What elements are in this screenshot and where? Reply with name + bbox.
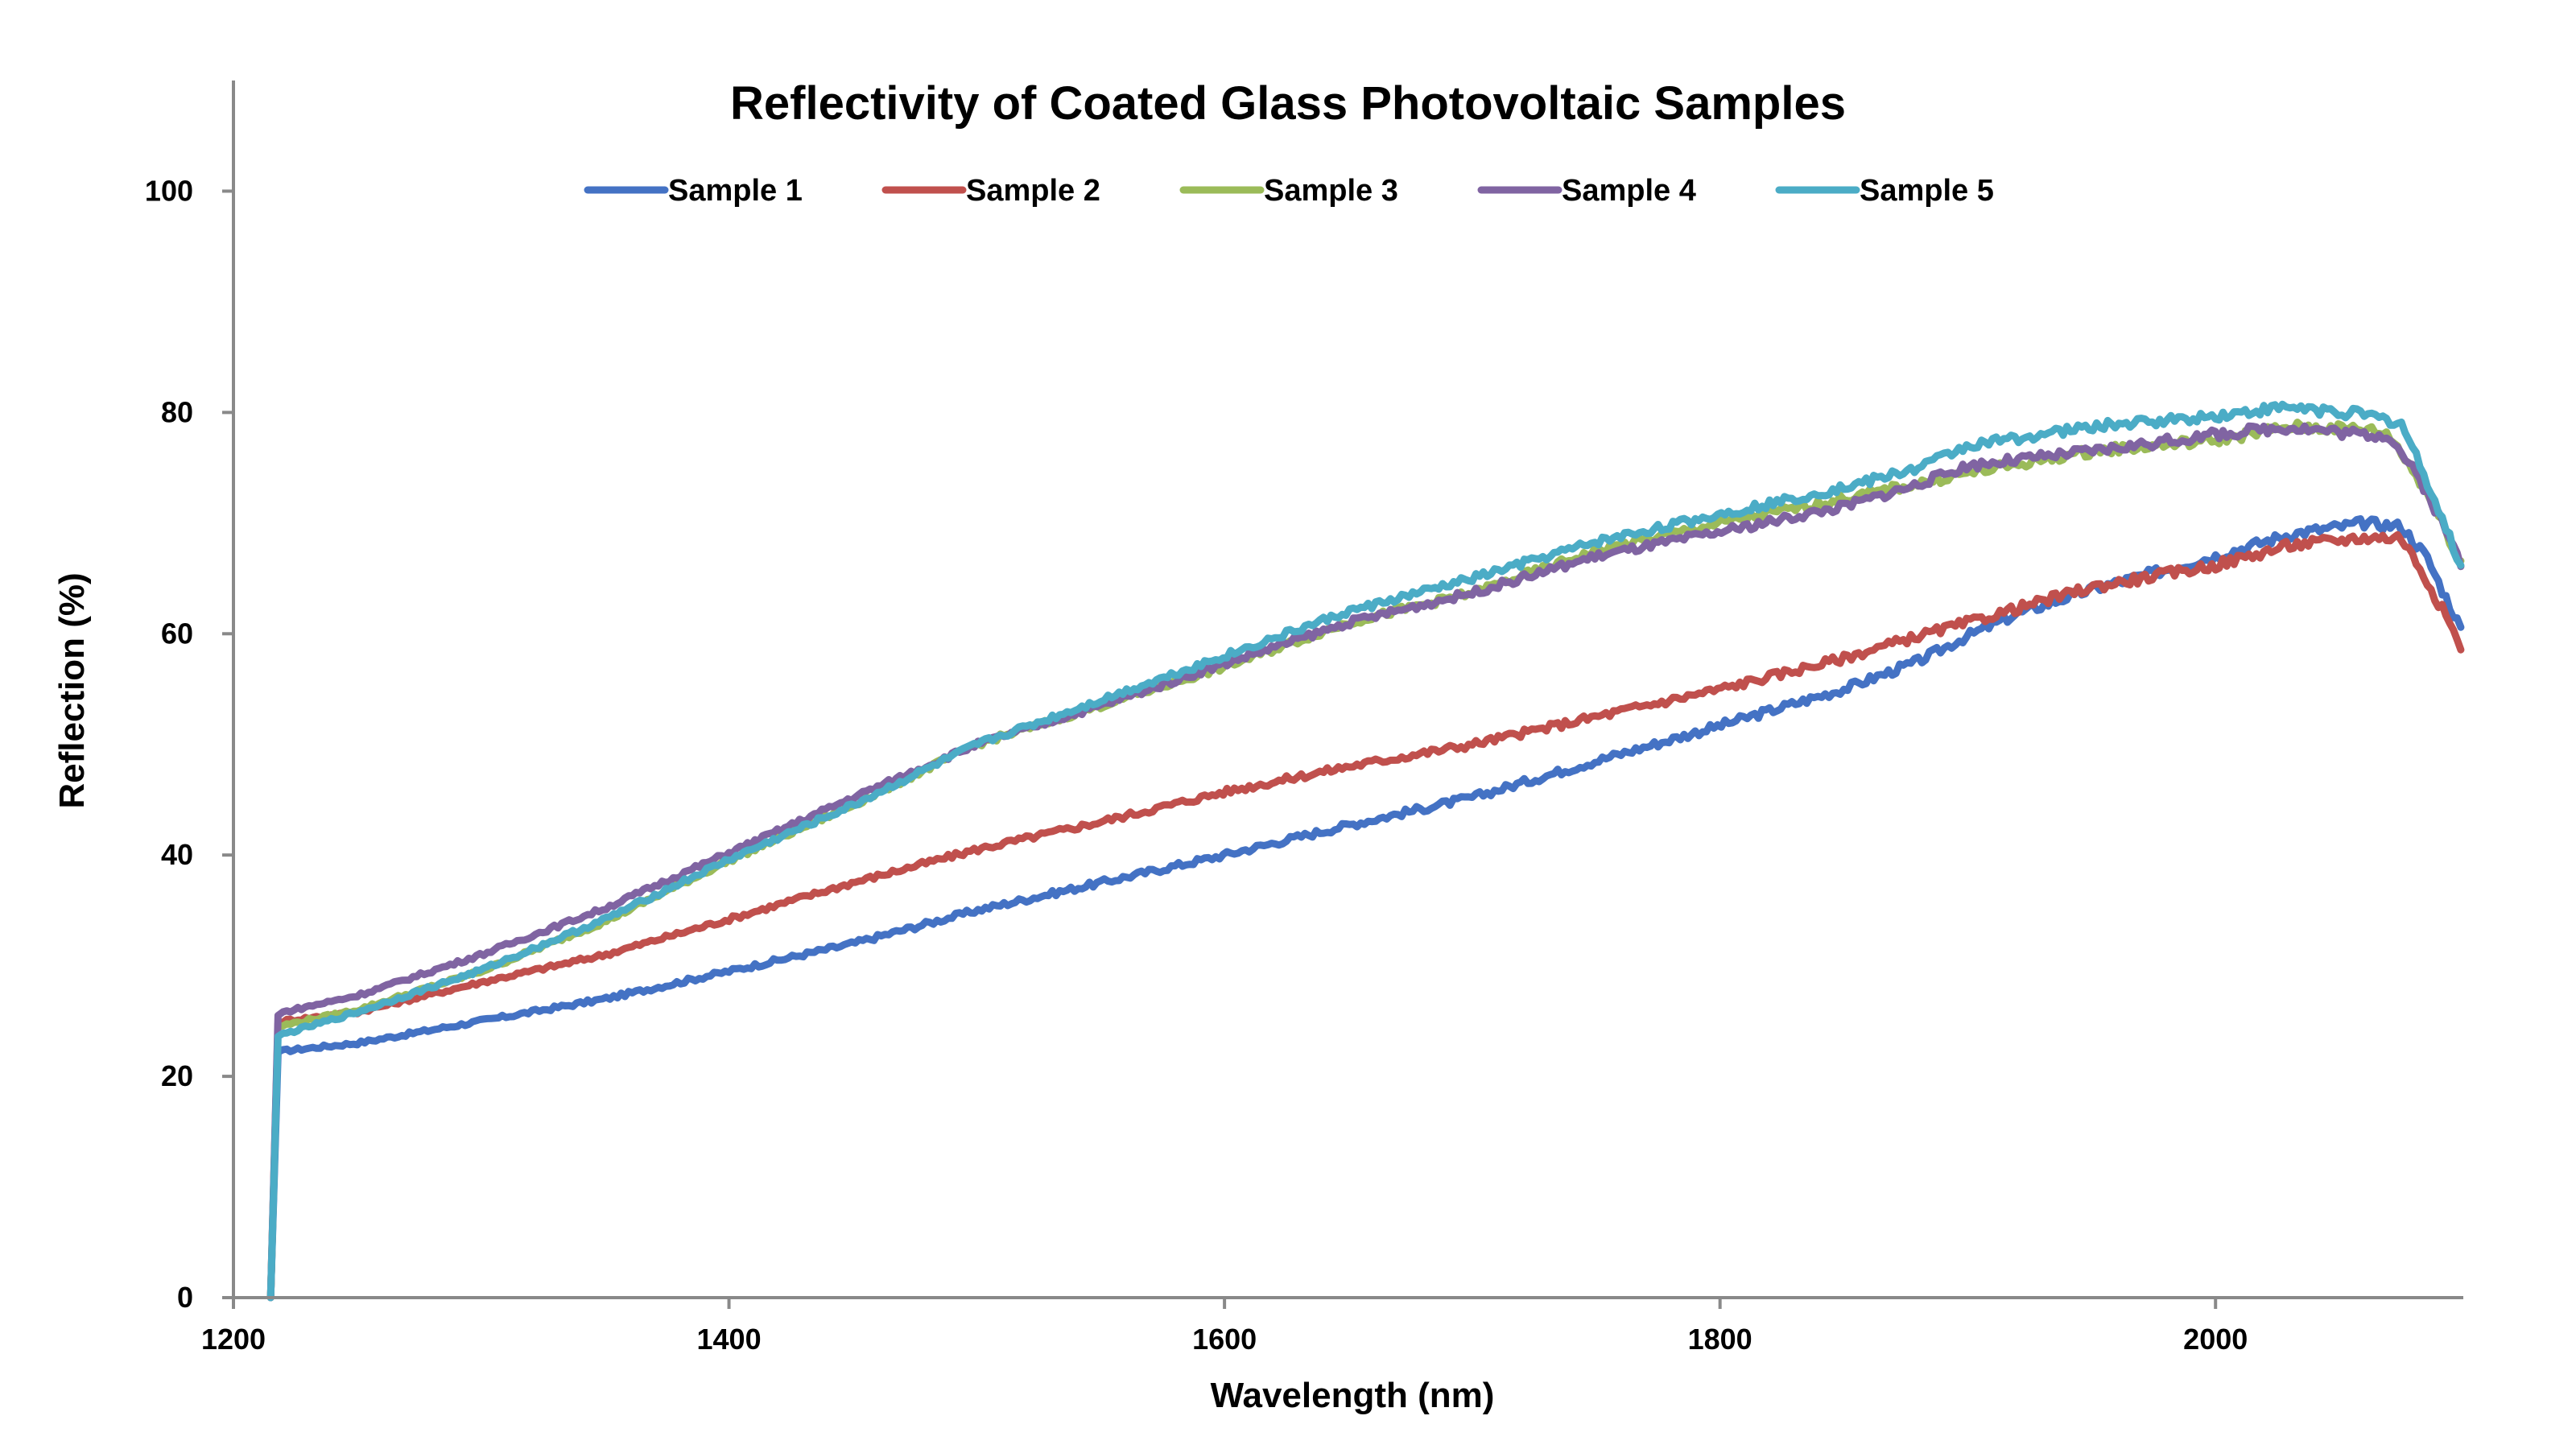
legend-label-5: Sample 5 — [1860, 174, 1994, 208]
x-tick-label: 1400 — [697, 1323, 762, 1356]
legend-label-2: Sample 2 — [966, 174, 1100, 208]
x-axis-title: Wavelength (nm) — [1211, 1376, 1495, 1415]
plot-lines — [266, 400, 2465, 1302]
x-tick-label: 1800 — [1688, 1323, 1752, 1356]
chart-title: Reflectivity of Coated Glass Photovoltai… — [730, 77, 1846, 130]
y-tick-label: 20 — [161, 1059, 193, 1092]
legend-label-1: Sample 1 — [668, 174, 803, 208]
series-line-3 — [266, 419, 2465, 1302]
y-tick-label: 0 — [177, 1281, 193, 1314]
series-line-5 — [266, 400, 2465, 1302]
series-line-2 — [266, 530, 2465, 1302]
y-axis-title: Reflection (%) — [52, 572, 92, 808]
x-tick-label: 1600 — [1192, 1323, 1257, 1356]
legend-label-4: Sample 4 — [1562, 174, 1696, 208]
y-tick-label: 40 — [161, 838, 193, 871]
legend: Sample 1 Sample 2 Sample 3 Sample 4 Sample 5 — [584, 174, 1994, 208]
x-axis-ticks: 1200 1400 1600 1800 2000 — [201, 1298, 2248, 1356]
y-tick-label: 100 — [145, 174, 193, 207]
x-tick-label: 2000 — [2183, 1323, 2248, 1356]
series-line-4 — [266, 422, 2465, 1302]
y-tick-label: 80 — [161, 395, 193, 428]
legend-label-3: Sample 3 — [1264, 174, 1398, 208]
x-tick-label: 1200 — [201, 1323, 266, 1356]
y-tick-label: 60 — [161, 617, 193, 650]
y-axis-ticks: 0 20 40 60 80 100 — [145, 174, 233, 1314]
